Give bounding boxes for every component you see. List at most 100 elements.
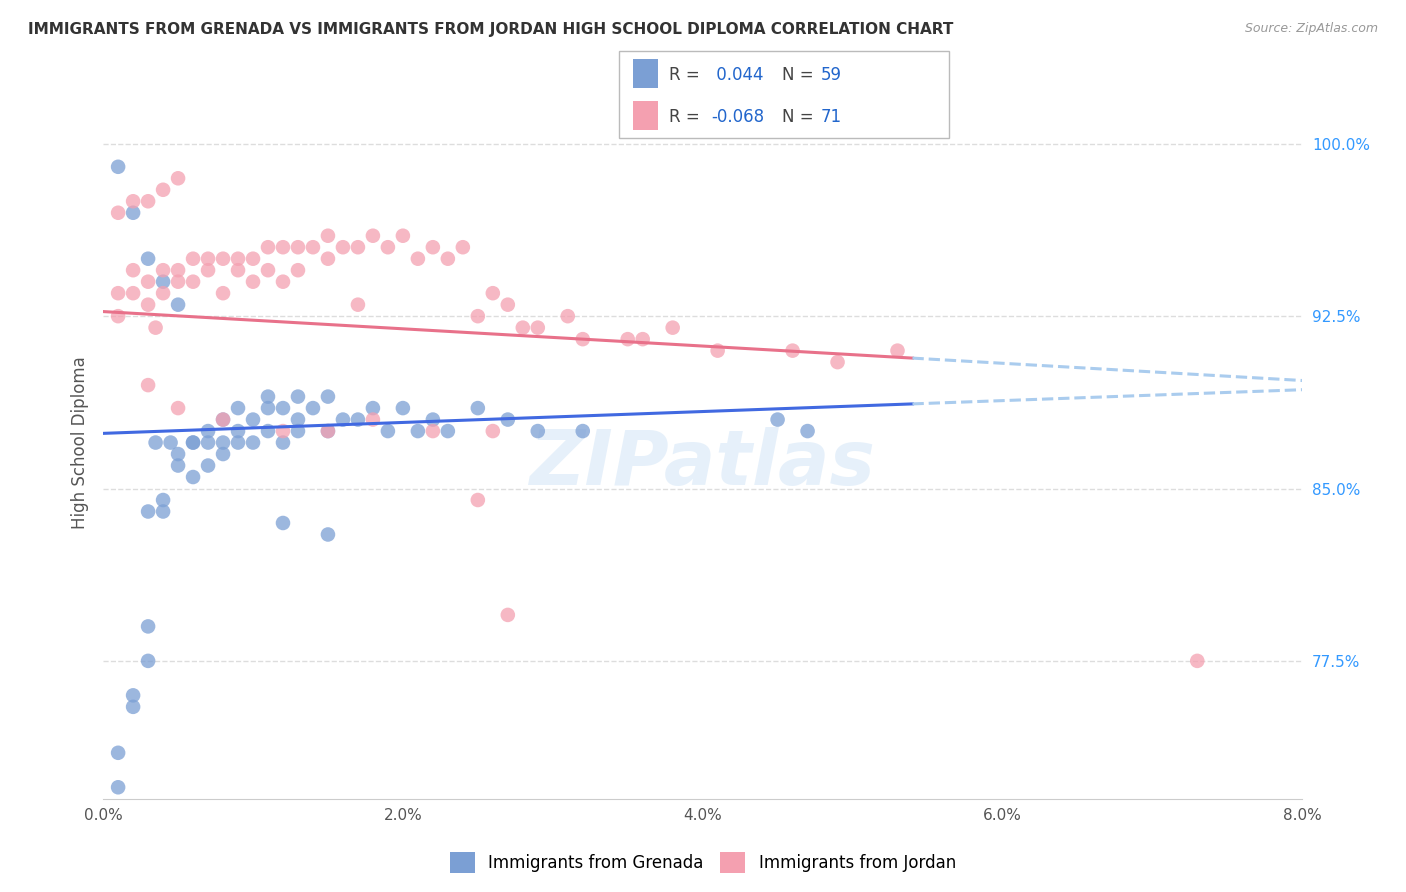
Text: 59: 59 xyxy=(821,66,842,85)
Point xyxy=(1187,654,1209,668)
Point xyxy=(332,240,354,254)
Y-axis label: High School Diploma: High School Diploma xyxy=(72,356,89,529)
Point xyxy=(827,355,849,369)
Point xyxy=(316,390,339,404)
Point xyxy=(145,320,167,334)
Point xyxy=(226,401,249,415)
Point xyxy=(136,654,159,668)
Point xyxy=(526,320,548,334)
Point xyxy=(242,412,264,426)
Point xyxy=(422,424,444,438)
Point xyxy=(526,424,548,438)
Point xyxy=(571,424,593,438)
Point xyxy=(181,435,204,450)
Point xyxy=(107,746,129,760)
Point xyxy=(347,298,370,312)
Point xyxy=(377,424,399,438)
Point xyxy=(226,424,249,438)
Point xyxy=(287,263,309,277)
Point xyxy=(136,298,159,312)
Point xyxy=(107,160,129,174)
Point xyxy=(616,332,638,346)
Point xyxy=(422,412,444,426)
Point xyxy=(886,343,908,358)
Text: 0.044: 0.044 xyxy=(711,66,763,85)
Point xyxy=(197,252,219,266)
Point xyxy=(226,252,249,266)
Point xyxy=(271,240,294,254)
Text: N =: N = xyxy=(782,66,813,85)
Point xyxy=(152,286,174,301)
Text: Source: ZipAtlas.com: Source: ZipAtlas.com xyxy=(1244,22,1378,36)
Point xyxy=(107,780,129,795)
Point xyxy=(496,607,519,622)
Text: IMMIGRANTS FROM GRENADA VS IMMIGRANTS FROM JORDAN HIGH SCHOOL DIPLOMA CORRELATIO: IMMIGRANTS FROM GRENADA VS IMMIGRANTS FR… xyxy=(28,22,953,37)
Point xyxy=(631,332,654,346)
Point xyxy=(361,401,384,415)
Point xyxy=(167,458,190,473)
Point xyxy=(302,240,325,254)
Point xyxy=(482,286,505,301)
Point xyxy=(167,298,190,312)
Point xyxy=(467,309,489,323)
Point xyxy=(136,194,159,209)
Text: -0.068: -0.068 xyxy=(711,108,765,127)
Point xyxy=(167,171,190,186)
Point xyxy=(496,298,519,312)
Point xyxy=(437,252,460,266)
Point xyxy=(152,183,174,197)
Text: N =: N = xyxy=(782,108,813,127)
Point xyxy=(661,320,683,334)
Point xyxy=(167,401,190,415)
Point xyxy=(257,424,280,438)
Point xyxy=(316,424,339,438)
Point xyxy=(287,424,309,438)
Point xyxy=(406,424,429,438)
Point xyxy=(167,447,190,461)
Point xyxy=(361,228,384,243)
Point xyxy=(257,263,280,277)
Point xyxy=(302,401,325,415)
Point xyxy=(152,493,174,508)
Point xyxy=(107,206,129,220)
Point xyxy=(167,275,190,289)
Point xyxy=(181,470,204,484)
Point xyxy=(212,252,235,266)
Point xyxy=(482,424,505,438)
Point xyxy=(347,412,370,426)
Point xyxy=(316,424,339,438)
Legend: Immigrants from Grenada, Immigrants from Jordan: Immigrants from Grenada, Immigrants from… xyxy=(443,846,963,880)
Point xyxy=(212,286,235,301)
Point xyxy=(136,504,159,518)
Point xyxy=(392,401,415,415)
Point xyxy=(122,206,145,220)
Point xyxy=(512,320,534,334)
Point xyxy=(122,194,145,209)
Point xyxy=(361,412,384,426)
Point xyxy=(287,412,309,426)
Point xyxy=(159,435,181,450)
Point xyxy=(167,263,190,277)
Point xyxy=(796,424,818,438)
Point xyxy=(271,424,294,438)
Point xyxy=(347,240,370,254)
Point xyxy=(377,240,399,254)
Point xyxy=(437,424,460,438)
Point xyxy=(557,309,579,323)
Point xyxy=(136,378,159,392)
Point xyxy=(422,240,444,254)
Point xyxy=(316,228,339,243)
Point xyxy=(451,240,474,254)
Point xyxy=(136,275,159,289)
Text: ZIPatlas: ZIPatlas xyxy=(530,427,876,501)
Point xyxy=(496,412,519,426)
Point xyxy=(152,263,174,277)
Point xyxy=(316,527,339,541)
Point xyxy=(122,263,145,277)
Point xyxy=(257,390,280,404)
Point xyxy=(181,252,204,266)
Point xyxy=(136,619,159,633)
Point xyxy=(226,435,249,450)
Point xyxy=(332,412,354,426)
Point xyxy=(181,275,204,289)
